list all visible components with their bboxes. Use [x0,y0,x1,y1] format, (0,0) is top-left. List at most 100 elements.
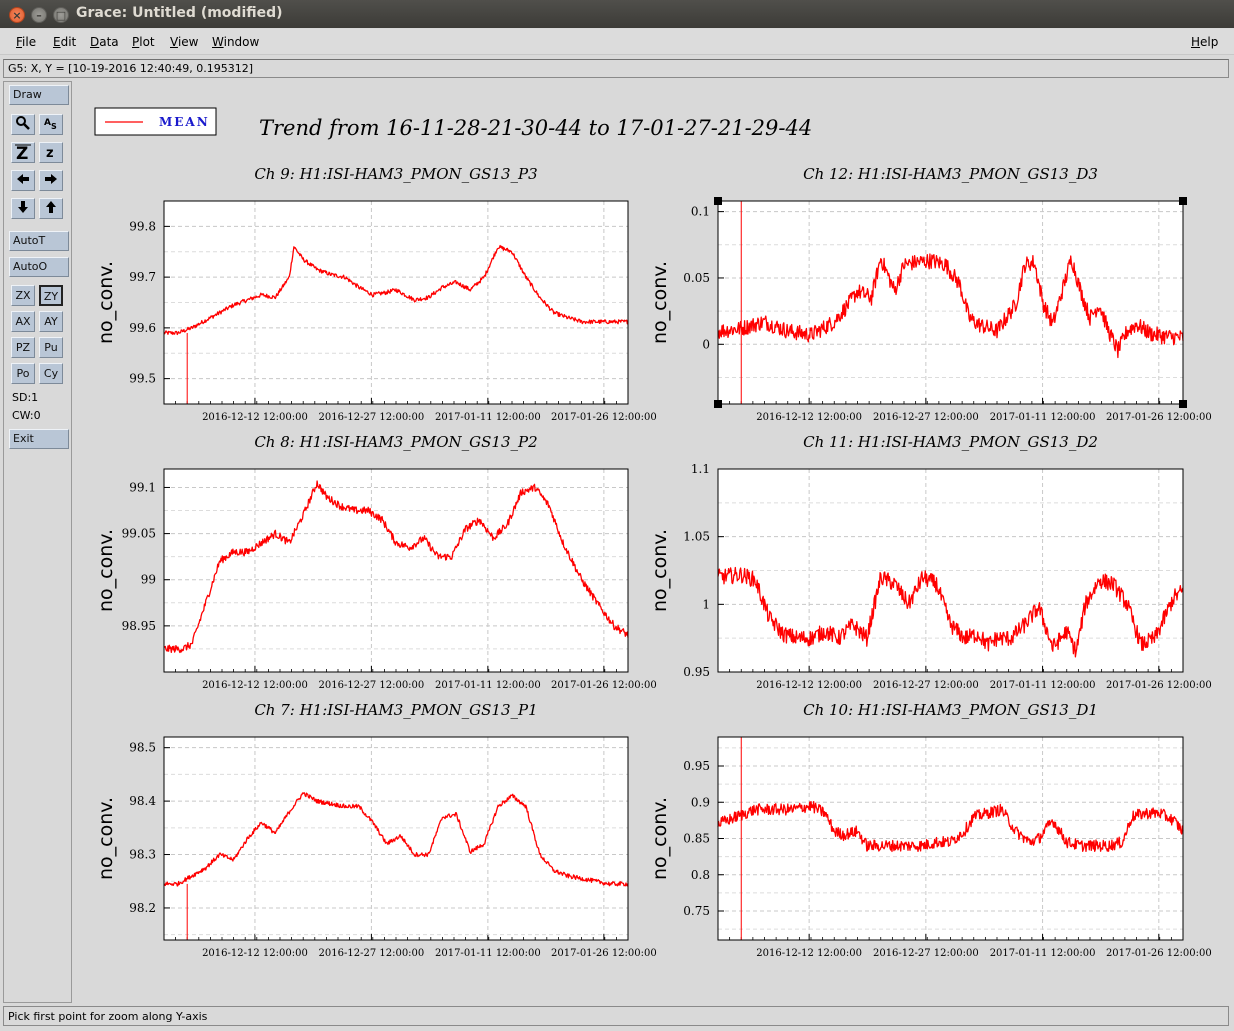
exit-button[interactable]: Exit [9,429,69,449]
y-tick-label: 99.05 [122,527,156,541]
zy-button[interactable]: ZY [39,285,63,306]
x-tick-label: 2017-01-11 12:00:00 [990,948,1096,959]
x-tick-label: 2016-12-12 12:00:00 [202,680,308,691]
selection-handle[interactable] [714,197,722,205]
x-tick-label: 2016-12-27 12:00:00 [319,948,425,959]
cy-button[interactable]: Cy [39,363,63,384]
menu-window[interactable]: Window [212,35,260,49]
y-tick-label: 1.1 [691,462,710,476]
minimize-window-icon[interactable]: – [31,7,47,23]
y-axis-label: no_conv. [95,529,117,612]
menu-edit[interactable]: Edit [53,35,77,49]
selection-handle[interactable] [714,400,722,408]
chart-panel-2[interactable]: Ch 8: H1:ISI-HAM3_PMON_GS13_P2 2016-12-12… [95,433,657,691]
menu-bar: File Edit Data Plot View Window Help [0,29,1234,55]
chart-frame [717,200,1184,405]
y-tick-label: 0.95 [683,665,710,679]
chart-title: Ch 12: H1:ISI-HAM3_PMON_GS13_D3 [803,165,1098,183]
series-line-mean [717,253,1184,359]
arrow-up-icon[interactable] [39,198,63,219]
x-tick-label: 2016-12-27 12:00:00 [873,948,979,959]
y-tick-label: 0.8 [691,868,710,882]
menu-view[interactable]: View [170,35,199,49]
svg-text:S: S [51,122,57,131]
draw-button[interactable]: Draw [9,85,69,105]
y-tick-label: 99 [141,573,156,587]
chart-panel-5[interactable]: Ch 10: H1:ISI-HAM3_PMON_GS13_D1 2016-12-1… [649,701,1212,959]
chart-panel-1[interactable]: Ch 12: H1:ISI-HAM3_PMON_GS13_D3 2016-12-1… [649,165,1212,423]
y-tick-label: 98.4 [129,794,156,808]
chart-panel-0[interactable]: Ch 9: H1:ISI-HAM3_PMON_GS13_P3 2016-12-12… [95,165,657,423]
y-tick-label: 0.05 [683,271,710,285]
x-tick-label: 2017-01-26 12:00:00 [551,412,657,423]
y-tick-label: 0 [702,337,710,351]
autot-button[interactable]: AutoT [9,231,69,251]
zx-button[interactable]: ZX [11,285,35,306]
ax-button[interactable]: AX [11,311,35,332]
pu-button[interactable]: Pu [39,337,63,358]
x-tick-label: 2017-01-11 12:00:00 [990,680,1096,691]
x-tick-label: 2016-12-27 12:00:00 [873,412,979,423]
legend-box[interactable] [94,107,217,136]
menu-file[interactable]: File [16,35,37,49]
zoom-out-icon[interactable]: z [39,142,63,163]
stack-depth-label: SD:1 [12,391,39,404]
zoom-icon[interactable] [11,114,35,135]
window-title: Grace: Untitled (modified) [76,5,283,21]
y-tick-label: 0.9 [691,795,710,809]
chart-frame [163,736,629,941]
svg-text:A: A [44,118,51,128]
y-tick-label: 0.1 [691,205,710,219]
chart-frame [163,200,629,405]
plot-canvas[interactable]: MEAN Trend from 16-11-28-21-30-44 to 17-… [75,82,1230,1002]
arrow-left-icon[interactable] [11,170,35,191]
ay-button[interactable]: AY [39,311,63,332]
y-tick-label: 99.1 [129,480,156,494]
x-tick-label: 2017-01-11 12:00:00 [990,412,1096,423]
series-line-mean [163,480,629,654]
x-tick-label: 2017-01-26 12:00:00 [1106,412,1212,423]
arrow-down-icon[interactable] [11,198,35,219]
autoo-button[interactable]: AutoO [9,257,69,277]
x-tick-label: 2016-12-27 12:00:00 [319,412,425,423]
y-axis-label: no_conv. [649,797,671,880]
chart-title: Ch 11: H1:ISI-HAM3_PMON_GS13_D2 [803,433,1098,451]
x-tick-label: 2016-12-27 12:00:00 [873,680,979,691]
legend-label: MEAN [159,115,210,129]
chart-panel-3[interactable]: Ch 11: H1:ISI-HAM3_PMON_GS13_D2 2016-12-1… [649,433,1212,691]
y-tick-label: 0.75 [683,904,710,918]
y-axis-label: no_conv. [649,529,671,612]
menu-data[interactable]: Data [90,35,119,49]
menu-help[interactable]: Help [1191,35,1219,49]
maximize-window-icon[interactable]: □ [53,7,69,23]
x-tick-label: 2016-12-12 12:00:00 [756,412,862,423]
status-bar: Pick first point for zoom along Y-axis [3,1006,1229,1026]
y-tick-label: 98.3 [129,848,156,862]
po-button[interactable]: Po [11,363,35,384]
main-title: Trend from 16-11-28-21-30-44 to 17-01-27… [259,116,812,140]
close-window-icon[interactable]: × [9,7,25,23]
zoom-in-icon[interactable]: Z [11,142,35,164]
menu-plot[interactable]: Plot [132,35,155,49]
chart-title: Ch 8: H1:ISI-HAM3_PMON_GS13_P2 [254,433,537,451]
series-line-mean [717,566,1184,658]
locator-field: G5: X, Y = [10-19-2016 12:40:49, 0.19531… [3,59,1229,78]
chart-frame [717,736,1184,941]
chart-background [164,469,628,672]
title-bar: × – □ Grace: Untitled (modified) [0,0,1234,28]
x-tick-label: 2017-01-26 12:00:00 [1106,680,1212,691]
chart-panel-4[interactable]: Ch 7: H1:ISI-HAM3_PMON_GS13_P1 2016-12-12… [95,701,657,959]
x-tick-label: 2017-01-11 12:00:00 [435,948,541,959]
pz-button[interactable]: PZ [11,337,35,358]
x-tick-label: 2016-12-12 12:00:00 [756,948,862,959]
y-tick-label: 1.05 [683,530,710,544]
selection-handle[interactable] [1179,197,1187,205]
x-tick-label: 2017-01-26 12:00:00 [551,948,657,959]
plot-area[interactable]: MEAN Trend from 16-11-28-21-30-44 to 17-… [75,82,1230,1002]
arrow-right-icon[interactable] [39,170,63,191]
chart-title: Ch 9: H1:ISI-HAM3_PMON_GS13_P3 [254,165,537,183]
selection-handle[interactable] [1179,400,1187,408]
y-tick-label: 99.7 [129,270,156,284]
x-tick-label: 2017-01-11 12:00:00 [435,412,541,423]
